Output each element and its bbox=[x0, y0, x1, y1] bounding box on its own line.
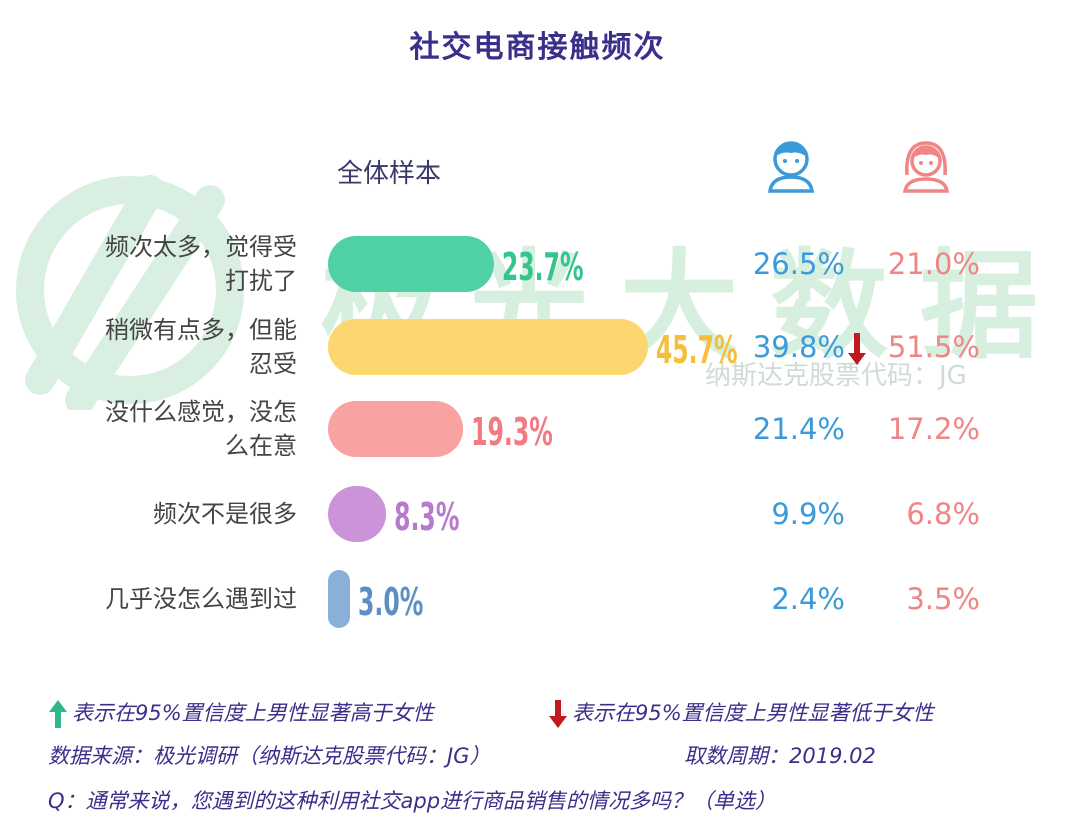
legend-down-text: 表示在95%置信度上男性显著低于女性 bbox=[572, 701, 934, 725]
legend-up: 表示在95%置信度上男性显著高于女性 bbox=[48, 697, 434, 729]
male-value: 26.5% bbox=[753, 247, 845, 281]
bar-value-label: 3.0% bbox=[358, 581, 423, 624]
category-label: 稍微有点多，但能忍受 bbox=[105, 316, 297, 378]
survey-question: Q：通常来说，您遇到的这种利用社交app进行商品销售的情况多吗？（单选） bbox=[48, 789, 777, 813]
chart-title: 社交电商接触频次 bbox=[409, 30, 666, 65]
sample-label: 全体样本 bbox=[337, 159, 442, 189]
bar bbox=[328, 570, 350, 628]
male-value: 21.4% bbox=[753, 412, 845, 446]
bar-value-label: 8.3% bbox=[394, 496, 459, 539]
watermark-subtext: 纳斯达克股票代码：JG bbox=[705, 361, 967, 391]
male-value: 2.4% bbox=[771, 582, 845, 616]
data-source: 数据来源：极光调研（纳斯达克股票代码：JG） bbox=[48, 744, 491, 768]
bar-value-label: 45.7% bbox=[656, 329, 738, 372]
female-value: 17.2% bbox=[888, 412, 980, 446]
female-user-icon bbox=[902, 141, 950, 193]
bar bbox=[328, 236, 494, 292]
bar-value-label: 23.7% bbox=[502, 246, 584, 289]
category-label: 几乎没怎么遇到过 bbox=[105, 585, 297, 613]
bar bbox=[328, 401, 464, 457]
bar-value-label: 19.3% bbox=[471, 411, 553, 454]
male-value: 9.9% bbox=[771, 497, 845, 531]
legend-down: 表示在95%置信度上男性显著低于女性 bbox=[548, 697, 934, 729]
male-user-icon bbox=[767, 141, 815, 193]
female-value: 21.0% bbox=[888, 247, 980, 281]
down-arrow-icon bbox=[549, 700, 567, 728]
up-arrow-icon bbox=[49, 700, 67, 728]
category-label: 频次太多，觉得受打扰了 bbox=[105, 233, 297, 295]
data-period: 取数周期：2019.02 bbox=[684, 744, 876, 768]
male-value: 39.8% bbox=[753, 330, 845, 364]
female-value: 51.5% bbox=[888, 330, 980, 364]
female-value: 3.5% bbox=[906, 582, 980, 616]
female-value: 6.8% bbox=[906, 497, 980, 531]
category-label: 没什么感觉，没怎么在意 bbox=[105, 398, 297, 460]
down-arrow-icon bbox=[848, 333, 866, 365]
bar bbox=[328, 486, 387, 542]
legend-up-text: 表示在95%置信度上男性显著高于女性 bbox=[72, 701, 434, 725]
category-label: 频次不是很多 bbox=[153, 500, 297, 528]
bar bbox=[328, 319, 648, 375]
